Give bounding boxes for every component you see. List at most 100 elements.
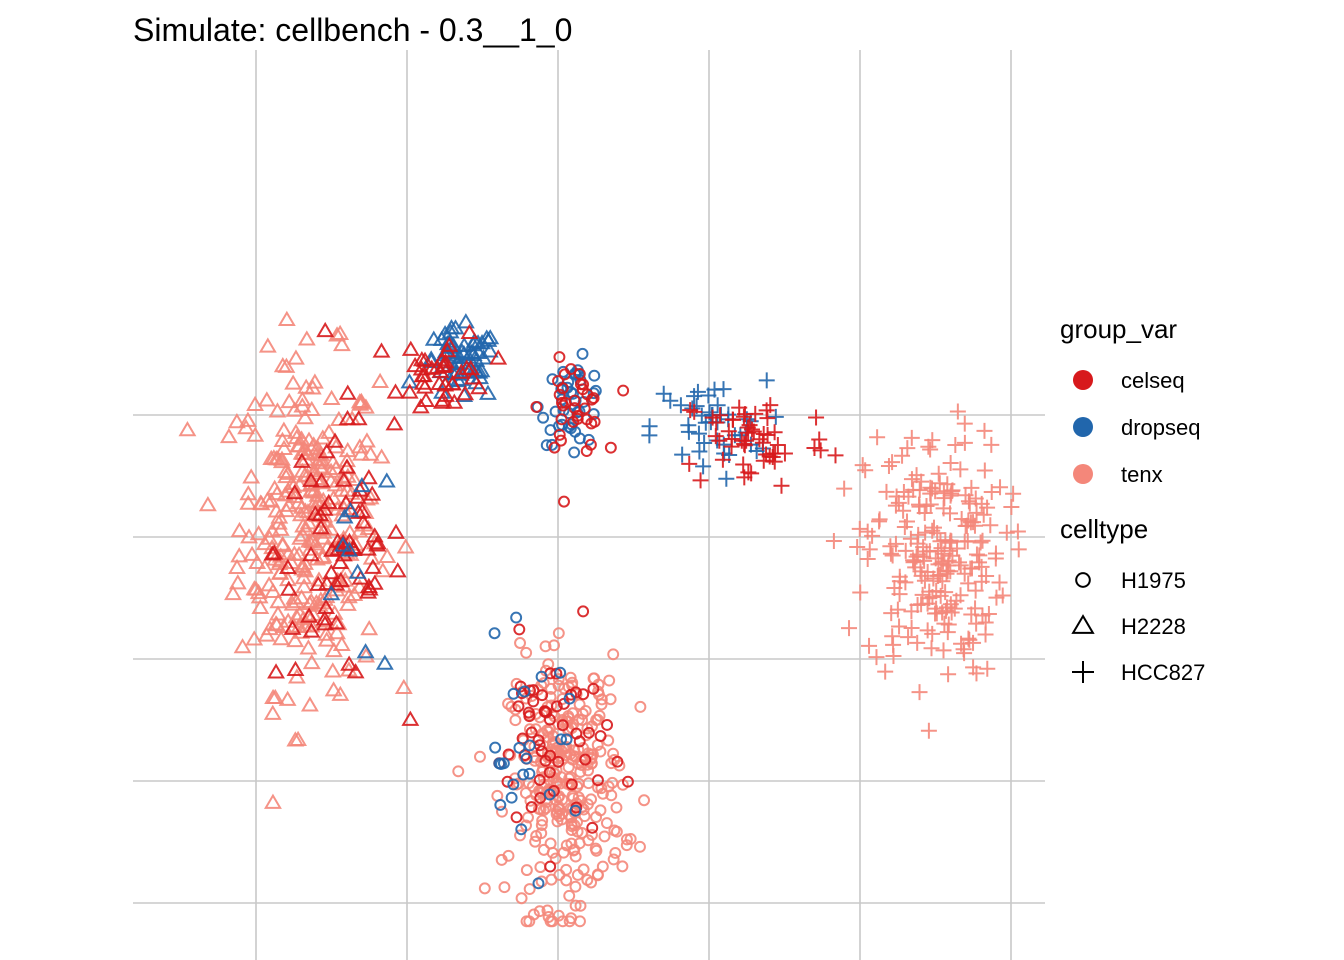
data-point-H2228-celseq-440	[456, 385, 475, 401]
data-point-HCC827-tenx-718	[836, 480, 853, 497]
data-point-H2228-tenx-196	[394, 678, 413, 695]
data-point-HCC827-tenx-881	[900, 488, 917, 505]
data-point-H2228-celseq-479	[432, 393, 451, 409]
data-point-HCC827-tenx-869	[849, 539, 866, 556]
data-point-HCC827-tenx-788	[864, 527, 881, 544]
data-point-H1975-dropseq-1264	[523, 767, 536, 780]
data-point-H1975-tenx-945	[600, 817, 613, 830]
data-point-H1975-celseq-1209	[556, 719, 569, 732]
data-point-H2228-dropseq-406	[422, 352, 441, 368]
data-point-H2228-tenx-197	[296, 562, 315, 578]
data-point-HCC827-tenx-867	[948, 592, 965, 609]
data-point-H2228-celseq-324	[312, 472, 331, 488]
data-point-H2228-celseq-346	[285, 484, 304, 500]
data-point-H1975-tenx-1025	[544, 915, 557, 928]
data-point-H2228-tenx-8	[272, 630, 291, 646]
data-point-HCC827-tenx-710	[924, 522, 941, 539]
data-point-H2228-celseq-363	[300, 607, 319, 623]
data-point-H1975-dropseq-1251	[515, 823, 528, 836]
data-point-H2228-celseq-472	[470, 379, 488, 395]
data-point-H2228-celseq-364	[327, 575, 346, 591]
data-point-H1975-celseq-1235	[523, 710, 536, 723]
data-point-HCC827-tenx-789	[924, 625, 941, 642]
data-point-HCC827-tenx-839	[851, 520, 868, 537]
data-point-H1975-celseq-1205	[525, 801, 538, 813]
data-point-HCC827-tenx-727	[991, 574, 1008, 591]
data-point-H2228-tenx-163	[260, 619, 279, 636]
data-point-H2228-tenx-298	[302, 474, 321, 490]
data-point-H1975-tenx-1167	[594, 745, 607, 758]
data-point-H1975-celseq-552	[555, 413, 568, 426]
data-point-HCC827-tenx-795	[885, 636, 902, 653]
data-point-H1975-celseq-1199	[527, 695, 540, 708]
data-point-H1975-celseq-547	[557, 399, 570, 412]
data-point-H2228-tenx-186	[360, 620, 379, 636]
data-point-H2228-celseq-309	[346, 663, 365, 679]
data-point-H1975-tenx-1118	[582, 834, 595, 847]
data-point-H1975-celseq-522	[558, 495, 570, 508]
data-point-HCC827-tenx-703	[900, 629, 917, 646]
data-point-HCC827-tenx-862	[930, 556, 947, 573]
data-point-H2228-celseq-334	[359, 469, 378, 485]
data-point-H2228-tenx-291	[249, 524, 268, 541]
data-point-HCC827-tenx-684	[974, 532, 991, 549]
data-point-H1975-tenx-1146	[577, 863, 590, 876]
data-point-H2228-celseq-467	[436, 356, 454, 372]
data-point-HCC827-tenx-677	[861, 541, 878, 558]
data-point-H1975-celseq-1194	[525, 726, 538, 739]
data-point-H1975-celseq-1195	[513, 623, 526, 636]
data-point-H2228-celseq-444	[385, 415, 404, 431]
data-point-H2228-tenx-160	[239, 485, 258, 501]
data-point-HCC827-tenx-828	[976, 462, 993, 479]
data-point-H2228-tenx-39	[350, 578, 369, 594]
data-point-HCC827-tenx-762	[897, 574, 914, 591]
data-point-H1975-tenx-1047	[512, 777, 525, 790]
data-point-HCC827-tenx-831	[957, 487, 974, 504]
data-point-H2228-tenx-244	[198, 495, 217, 512]
data-point-H1975-celseq-542	[587, 392, 600, 405]
data-point-H2228-dropseq-374	[334, 536, 352, 552]
data-point-H1975-tenx-969	[603, 674, 616, 687]
data-point-HCC827-dropseq-594	[686, 388, 703, 405]
data-point-HCC827-tenx-863	[934, 573, 951, 590]
data-point-HCC827-tenx-852	[922, 496, 939, 513]
data-point-H1975-celseq-1223	[577, 605, 590, 618]
data-point-H1975-tenx-1104	[548, 639, 560, 652]
data-point-H1975-celseq-1186	[601, 718, 614, 731]
data-point-HCC827-tenx-847	[936, 545, 953, 562]
data-point-H2228-celseq-356	[327, 614, 346, 630]
data-point-H1975-tenx-950	[520, 864, 533, 877]
data-point-HCC827-tenx-772	[982, 517, 999, 534]
data-point-H1975-celseq-553	[565, 363, 577, 376]
data-point-H1975-tenx-1174	[555, 813, 568, 826]
legend-label-HCC827: HCC827	[1121, 660, 1205, 685]
data-point-HCC827-tenx-829	[911, 684, 928, 701]
data-point-H1975-dropseq-495	[573, 432, 586, 445]
data-point-HCC827-celseq-631	[714, 451, 731, 468]
data-point-HCC827-tenx-698	[903, 620, 920, 637]
data-point-H1975-tenx-1158	[577, 752, 590, 765]
data-point-HCC827-tenx-859	[909, 535, 926, 552]
data-point-HCC827-tenx-721	[940, 666, 957, 683]
data-point-H1975-tenx-971	[539, 640, 552, 653]
data-point-H1975-celseq-536	[553, 351, 566, 364]
data-point-H2228-tenx-210	[303, 531, 321, 547]
data-point-H2228-celseq-473	[413, 374, 432, 390]
data-point-HCC827-tenx-800	[973, 495, 990, 512]
data-point-HCC827-celseq-641	[827, 447, 844, 464]
data-point-H1975-celseq-1212	[565, 778, 578, 791]
data-point-H2228-celseq-359	[263, 545, 282, 561]
data-point-HCC827-dropseq-599	[684, 400, 701, 417]
data-point-H2228-tenx-260	[361, 445, 380, 461]
data-point-H1975-tenx-1009	[569, 850, 582, 863]
data-point-HCC827-celseq-603	[682, 402, 699, 419]
data-point-HCC827-tenx-791	[869, 429, 886, 446]
data-point-HCC827-tenx-876	[928, 583, 945, 600]
data-point-HCC827-celseq-640	[751, 431, 768, 448]
data-point-H2228-tenx-287	[332, 335, 351, 352]
data-point-H2228-dropseq-437	[465, 332, 484, 348]
data-point-HCC827-tenx-819	[994, 587, 1011, 604]
data-point-H2228-tenx-48	[324, 681, 343, 697]
data-point-HCC827-dropseq-570	[674, 446, 691, 463]
